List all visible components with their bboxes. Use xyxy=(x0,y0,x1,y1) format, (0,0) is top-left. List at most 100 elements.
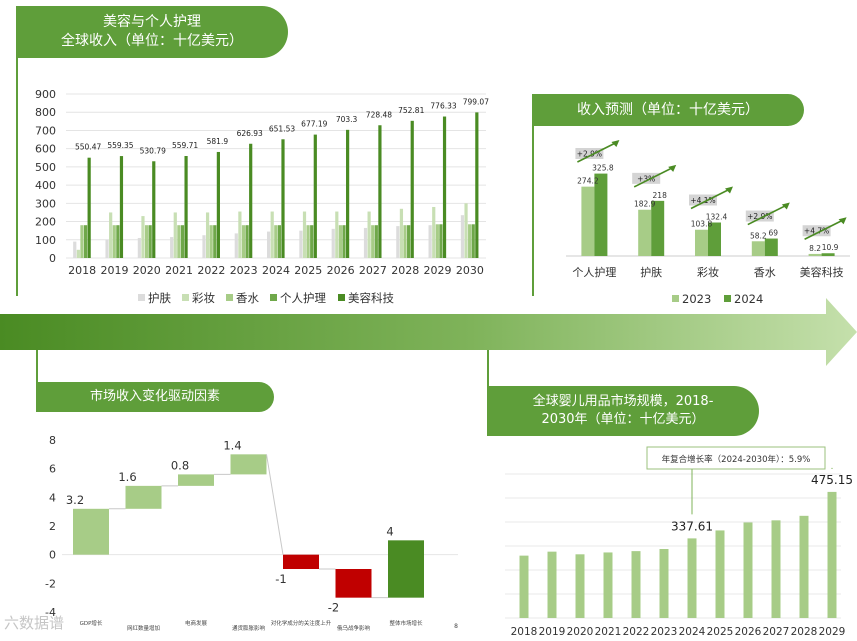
x-tick-label: 2019 xyxy=(539,626,566,638)
bar-彩妆-2026 xyxy=(335,211,339,258)
x-tick-label: 2024 xyxy=(262,264,290,277)
growth-arrowhead-icon xyxy=(611,140,620,147)
bar-2023-个人护理 xyxy=(581,186,595,256)
growth-arrowhead-icon xyxy=(838,217,847,225)
data-label: 581.9 xyxy=(207,137,229,146)
bar-美容科技-2023 xyxy=(249,143,253,258)
y-tick-label: 700 xyxy=(35,124,56,137)
data-label-2023: 182.9 xyxy=(634,200,656,209)
waterfall-category-label: 俄乌战争影响 xyxy=(337,624,371,632)
x-tick-label: 2019 xyxy=(100,264,128,277)
divider-left-top xyxy=(16,58,18,296)
waterfall-category-label: 网红数量增加 xyxy=(127,624,160,632)
bar-护肤-2021 xyxy=(170,237,174,258)
bar-2027 xyxy=(771,520,781,618)
bar-美容科技-2019 xyxy=(119,156,124,258)
bar-护肤-2019 xyxy=(105,239,109,258)
data-label-2023: 103.8 xyxy=(691,220,713,229)
bar-美容科技-2030 xyxy=(475,112,479,258)
x-tick-label: 2022 xyxy=(623,626,650,638)
y-tick-label: 100 xyxy=(35,234,56,247)
y-tick-label: 8 xyxy=(49,434,56,447)
bar-个人护理-2022 xyxy=(213,225,217,258)
arrow-shape xyxy=(0,298,857,366)
bar-彩妆-2019 xyxy=(109,212,113,258)
arrow-band xyxy=(0,298,857,366)
legend-label-2024: 2024 xyxy=(734,292,763,306)
bar-2023-彩妆 xyxy=(695,229,708,256)
bar-2019 xyxy=(547,551,557,618)
waterfall-bar-2 xyxy=(178,474,214,486)
divider-right-bottom xyxy=(487,350,489,386)
bar-护肤-2030 xyxy=(460,215,465,258)
bar-香水-2029 xyxy=(435,224,439,258)
x-tick-label: 个人护理 xyxy=(572,265,616,279)
data-label: 752.81 xyxy=(398,106,424,115)
bar-2029 xyxy=(827,491,837,618)
growth-arrow-icon xyxy=(690,187,732,210)
growth-label: +3% xyxy=(637,174,655,183)
bar-2024-香水 xyxy=(764,238,778,256)
bar-2024-个人护理 xyxy=(594,173,608,256)
growth-arrow-icon xyxy=(747,203,789,226)
legend-label-彩妆: 彩妆 xyxy=(192,291,215,305)
legend-swatch-个人护理 xyxy=(270,294,277,301)
divider-left-bottom xyxy=(36,350,38,382)
bar-2020 xyxy=(575,554,585,618)
bar-护肤-2029 xyxy=(428,225,432,258)
waterfall-extra-tick: 8 xyxy=(454,623,458,630)
bar-个人护理-2028 xyxy=(407,225,411,258)
y-tick-label: 0 xyxy=(49,252,56,265)
bar-2021 xyxy=(603,552,613,618)
growth-arrow-icon xyxy=(577,141,618,163)
data-label: 799.07 xyxy=(463,97,489,106)
bar-个人护理-2030 xyxy=(471,224,475,258)
legend-swatch-香水 xyxy=(226,294,233,301)
bar-彩妆-2023 xyxy=(238,211,242,258)
bar-2028 xyxy=(799,515,809,618)
data-label-2024: 10.9 xyxy=(822,243,839,252)
bar-个人护理-2027 xyxy=(374,225,378,258)
x-tick-label: 彩妆 xyxy=(697,266,719,279)
x-tick-label: 2022 xyxy=(197,264,225,277)
bar-个人护理-2020 xyxy=(148,225,152,258)
data-label: 677.19 xyxy=(301,120,327,129)
bar-护肤-2025 xyxy=(299,230,303,258)
bar-护肤-2023 xyxy=(234,233,238,258)
bar-个人护理-2018 xyxy=(83,225,88,258)
x-tick-label: 2028 xyxy=(391,264,419,277)
x-tick-label: 2023 xyxy=(230,264,258,277)
waterfall-category-label: 对化学成分的关注度上升 xyxy=(271,619,332,627)
bar-护肤-2026 xyxy=(331,228,335,258)
bar-个人护理-2024 xyxy=(277,225,281,258)
data-label-2024: 218 xyxy=(653,191,668,200)
header-forecast-text: 收入预测（单位：十亿美元） xyxy=(577,101,759,118)
header-drivers: 市场收入变化驱动因素 xyxy=(36,382,274,412)
bar-个人护理-2019 xyxy=(116,225,120,258)
data-label: 559.71 xyxy=(172,141,198,150)
waterfall-bar-5 xyxy=(335,569,372,598)
bar-护肤-2027 xyxy=(363,227,368,258)
waterfall-category-label: 整体市场增长 xyxy=(389,619,423,627)
y-tick-label: 4 xyxy=(49,491,56,504)
x-tick-label: 2029 xyxy=(424,264,452,277)
bar-彩妆-2021 xyxy=(173,212,177,258)
bar-香水-2021 xyxy=(177,225,181,258)
bar-香水-2028 xyxy=(403,225,407,258)
waterfall-bar-1 xyxy=(125,485,162,509)
cagr-annotation-text: 年复合增长率（2024-2030年）：5.9% xyxy=(662,454,811,465)
waterfall-value-label: 1.6 xyxy=(118,470,136,484)
x-tick-label: 2021 xyxy=(165,264,193,277)
data-label: 337.61 xyxy=(671,519,713,533)
watermark: 六数据谱 xyxy=(4,614,65,632)
header-baby-market: 全球婴儿用品市场规模，2018- 2030年（单位：十亿美元） xyxy=(487,386,759,436)
bar-2023 xyxy=(659,549,669,618)
growth-label: +4.1% xyxy=(690,196,715,205)
bar-香水-2022 xyxy=(209,225,213,258)
legend-swatch-2024 xyxy=(724,295,731,302)
bar-个人护理-2023 xyxy=(245,225,249,258)
cagr-annotation-box xyxy=(646,446,826,470)
waterfall-bar-4 xyxy=(283,554,319,569)
bar-美容科技-2020 xyxy=(152,161,156,258)
bar-2024-护肤 xyxy=(651,200,665,256)
